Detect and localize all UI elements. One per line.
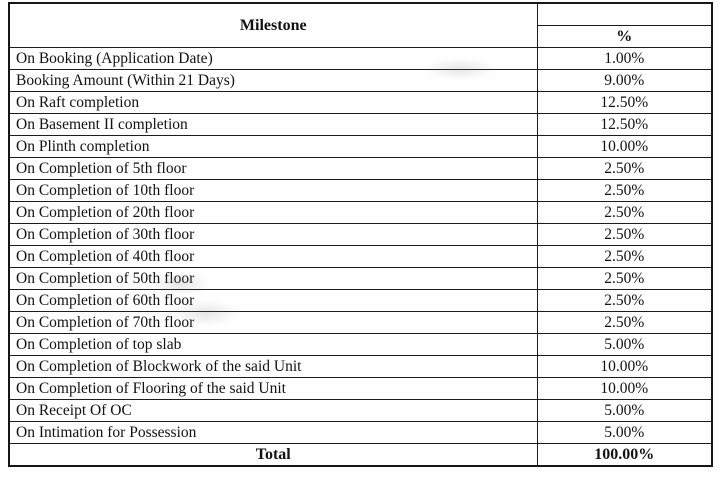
table-row: On Completion of Blockwork of the said U… (8, 355, 713, 378)
milestone-cell: On Booking (Application Date) (8, 47, 538, 70)
total-row: Total 100.00% (8, 443, 713, 467)
percent-cell: 5.00% (536, 333, 713, 356)
table-row: On Plinth completion 10.00% (8, 135, 713, 158)
percent-cell: 9.00% (536, 69, 713, 92)
milestone-cell: On Receipt Of OC (8, 399, 538, 422)
percent-cell: 10.00% (536, 135, 713, 158)
percent-cell: 2.50% (536, 245, 713, 268)
milestone-cell: On Plinth completion (8, 135, 538, 158)
table-row: On Receipt Of OC 5.00% (8, 399, 713, 422)
percent-cell: 2.50% (536, 289, 713, 312)
percent-cell: 1.00% (536, 47, 713, 70)
percent-cell: 10.00% (536, 377, 713, 400)
milestone-cell: On Completion of 40th floor (8, 245, 538, 268)
percent-cell: 10.00% (536, 355, 713, 378)
table-row: On Intimation for Possession 5.00% (8, 421, 713, 444)
milestone-cell: On Raft completion (8, 91, 538, 114)
milestone-cell: On Completion of 30th floor (8, 223, 538, 246)
percent-cell: 2.50% (536, 223, 713, 246)
table-row: On Completion of top slab 5.00% (8, 333, 713, 356)
total-percent: 100.00% (536, 443, 713, 467)
percent-cell: 12.50% (536, 91, 713, 114)
total-label: Total (8, 443, 538, 467)
percent-cell: 5.00% (536, 421, 713, 444)
table-row: On Raft completion 12.50% (8, 91, 713, 114)
milestone-cell: On Completion of Flooring of the said Un… (8, 377, 538, 400)
percent-cell: 2.50% (536, 201, 713, 224)
milestone-cell: On Completion of 60th floor (8, 289, 538, 312)
percent-cell: 2.50% (536, 157, 713, 180)
milestone-cell: On Completion of top slab (8, 333, 538, 356)
milestone-table: Milestone % On Booking (Application Date… (8, 2, 713, 467)
table-row: On Basement II completion 12.50% (8, 113, 713, 136)
milestone-cell: On Intimation for Possession (8, 421, 538, 444)
table-row: Booking Amount (Within 21 Days) 9.00% (8, 69, 713, 92)
milestone-cell: On Completion of 10th floor (8, 179, 538, 202)
milestone-cell: On Completion of 20th floor (8, 201, 538, 224)
milestone-cell: On Completion of 50th floor (8, 267, 538, 290)
table-row: On Completion of 60th floor 2.50% (8, 289, 713, 312)
table-row: On Completion of Flooring of the said Un… (8, 377, 713, 400)
milestone-cell: On Completion of 5th floor (8, 157, 538, 180)
table-body: Milestone % On Booking (Application Date… (8, 2, 713, 467)
header-empty-cell (536, 2, 713, 26)
table-row: On Completion of 10th floor 2.50% (8, 179, 713, 202)
percent-cell: 5.00% (536, 399, 713, 422)
header-row-1: Milestone (8, 2, 713, 48)
table-row: On Completion of 30th floor 2.50% (8, 223, 713, 246)
table-row: On Completion of 50th floor 2.50% (8, 267, 713, 290)
milestone-cell: Booking Amount (Within 21 Days) (8, 69, 538, 92)
percent-cell: 2.50% (536, 311, 713, 334)
percent-cell: 2.50% (536, 179, 713, 202)
percent-cell: 2.50% (536, 267, 713, 290)
table-row: On Completion of 20th floor 2.50% (8, 201, 713, 224)
header-milestone: Milestone (8, 2, 538, 48)
milestone-cell: On Completion of Blockwork of the said U… (8, 355, 538, 378)
percent-cell: 12.50% (536, 113, 713, 136)
table-row: On Completion of 70th floor 2.50% (8, 311, 713, 334)
milestone-cell: On Basement II completion (8, 113, 538, 136)
table-row: On Booking (Application Date) 1.00% (8, 47, 713, 70)
table-row: On Completion of 5th floor 2.50% (8, 157, 713, 180)
milestone-cell: On Completion of 70th floor (8, 311, 538, 334)
header-percent: % (536, 25, 713, 48)
table-row: On Completion of 40th floor 2.50% (8, 245, 713, 268)
